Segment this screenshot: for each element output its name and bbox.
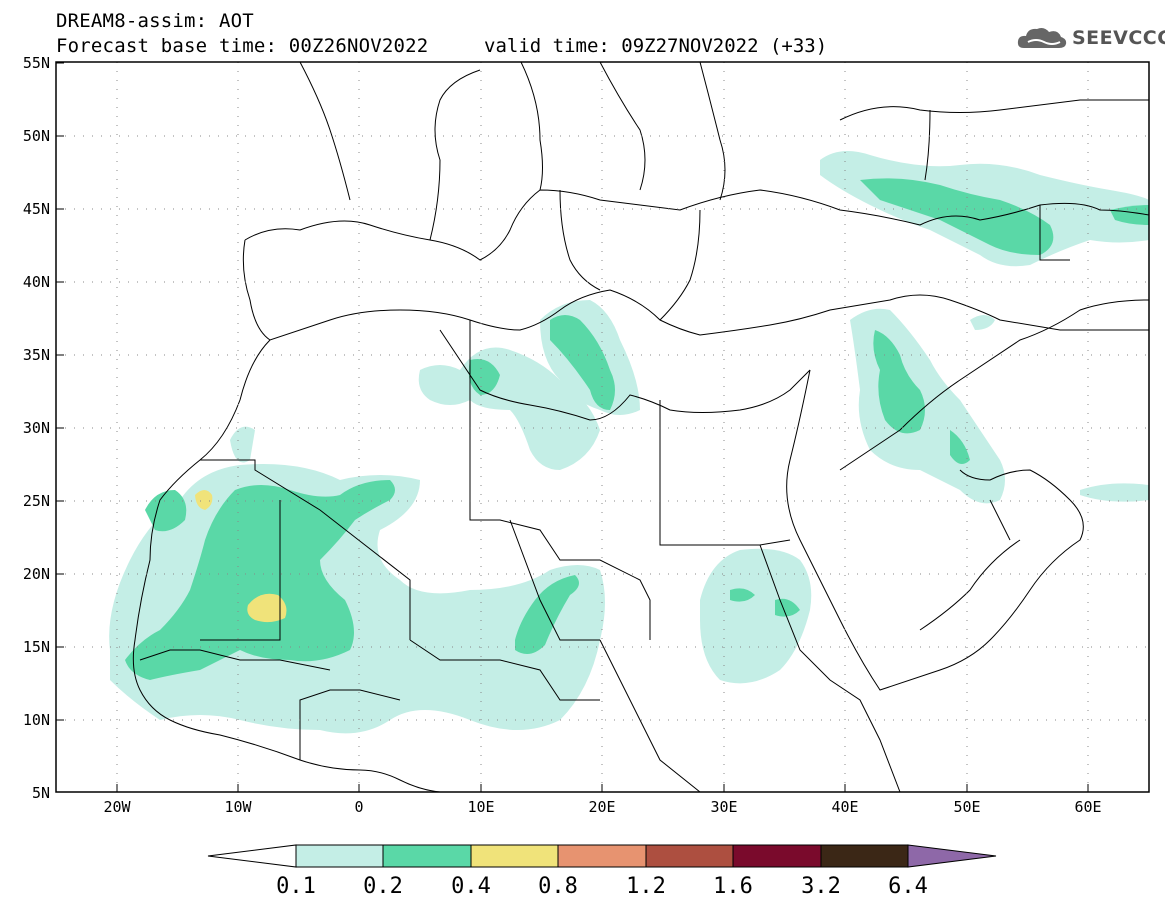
valid-time: valid time: 09Z27NOV2022 (+33) <box>484 35 828 57</box>
colorbar-swatch <box>557 844 647 868</box>
aot-field <box>109 151 1149 734</box>
lat-label: 10N <box>23 711 50 729</box>
longitude-labels: 20W 10W 0 10E 20E 30E 40E 50E 60E <box>103 798 1101 816</box>
colorbar-swatch <box>820 844 909 868</box>
colorbar-overflow-arrow <box>907 844 997 868</box>
lat-label: 20N <box>23 565 50 583</box>
colorbar-label: 0.4 <box>451 874 491 899</box>
colorbar-label: 0.1 <box>276 874 316 899</box>
lat-label: 40N <box>23 273 50 291</box>
axis-ticks <box>56 62 1089 792</box>
colorbar-underflow-arrow <box>207 844 297 868</box>
colorbar-swatch <box>645 844 734 868</box>
aot-level-0.4 <box>195 490 287 623</box>
colorbar-label: 1.2 <box>626 874 666 899</box>
lon-label: 20E <box>588 798 615 816</box>
colorbar-swatch <box>732 844 822 868</box>
colorbar-label: 3.2 <box>801 874 841 899</box>
colorbar-swatch <box>470 844 559 868</box>
lat-label: 55N <box>23 54 50 72</box>
coastlines-and-borders <box>132 62 1149 792</box>
lat-label: 30N <box>23 419 50 437</box>
lon-label: 50E <box>953 798 980 816</box>
lon-label: 20W <box>103 798 131 816</box>
lat-label: 25N <box>23 492 50 510</box>
colorbar-label: 6.4 <box>888 874 928 899</box>
colorbar-labels: 0.1 0.2 0.4 0.8 1.2 1.6 3.2 6.4 <box>276 874 928 899</box>
colorbar-label: 0.8 <box>538 874 578 899</box>
lon-label: 10E <box>467 798 494 816</box>
lon-label: 10W <box>224 798 252 816</box>
chart-title: DREAM8-assim: AOT <box>56 10 254 32</box>
lat-label: 35N <box>23 346 50 364</box>
colorbar-label: 0.2 <box>363 874 403 899</box>
lon-label: 40E <box>831 798 858 816</box>
lon-label: 0 <box>354 798 363 816</box>
logo-text: SEEVCCC <box>1072 27 1165 49</box>
aot-level-0.2 <box>125 178 1149 680</box>
colorbar-swatch <box>382 844 472 868</box>
cloud-icon <box>1017 28 1067 48</box>
forecast-base-time: Forecast base time: 00Z26NOV2022 <box>56 35 429 57</box>
lat-label: 50N <box>23 127 50 145</box>
lat-label: 5N <box>32 784 50 802</box>
lon-label: 60E <box>1074 798 1101 816</box>
colorbar-swatch <box>295 844 384 868</box>
colorbar-label: 1.6 <box>713 874 753 899</box>
colorbar <box>207 844 997 868</box>
lon-label: 30E <box>710 798 737 816</box>
lat-label: 45N <box>23 200 50 218</box>
lat-label: 15N <box>23 638 50 656</box>
seevccc-logo: SEEVCCC <box>1016 24 1165 52</box>
latitude-labels: 55N 50N 45N 40N 35N 30N 25N 20N 15N 10N … <box>23 54 50 802</box>
